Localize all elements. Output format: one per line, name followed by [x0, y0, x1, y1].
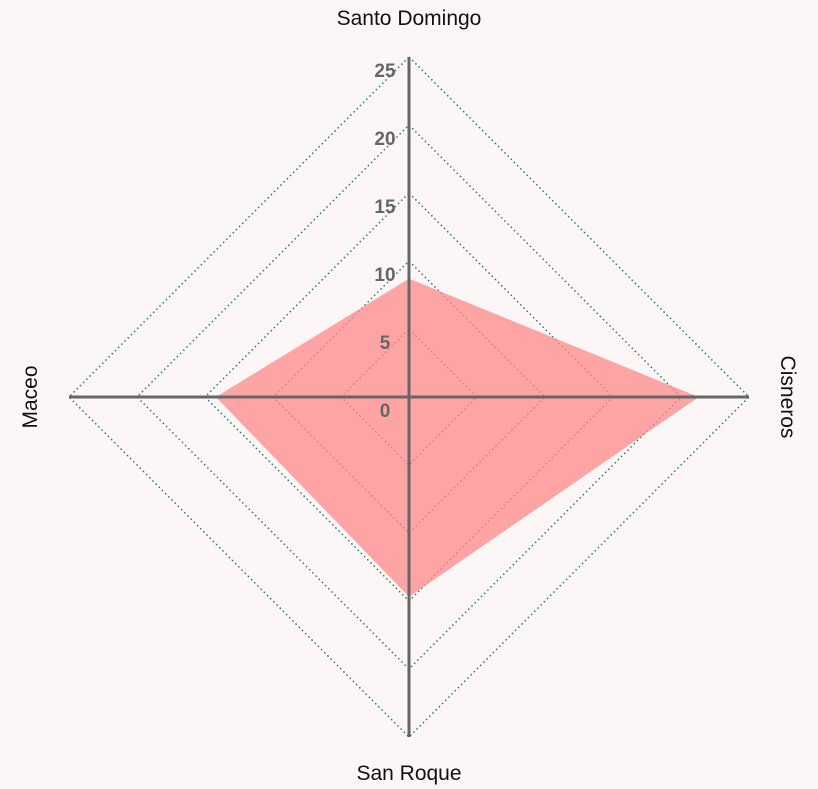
- tick-label: 20: [374, 129, 395, 150]
- tick-label: 5: [380, 333, 391, 354]
- category-label: San Roque: [356, 762, 461, 785]
- grid-ring: [67, 55, 751, 739]
- tick-label: 25: [374, 61, 396, 82]
- tick-label: 10: [374, 265, 395, 286]
- category-label: Cisneros: [776, 356, 799, 439]
- category-label: Maceo: [19, 365, 42, 428]
- category-label: Santo Domingo: [337, 7, 482, 30]
- tick-label: 0: [380, 401, 391, 422]
- data-area: [215, 278, 699, 597]
- tick-label: 15: [374, 197, 396, 218]
